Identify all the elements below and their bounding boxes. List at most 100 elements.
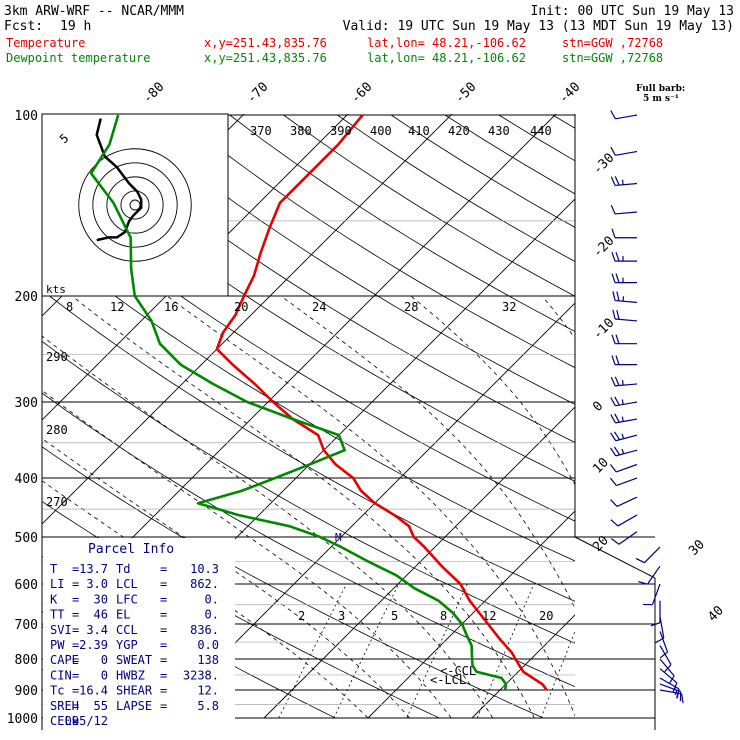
parcel-value: 2.39 [79, 638, 108, 652]
parcel-value: 0 [101, 668, 108, 682]
parcel-value: HWBZ [116, 668, 145, 682]
wind-barb-flag [616, 309, 620, 320]
xy-temperature: x,y=251.43,835.76 [204, 36, 327, 50]
parcel-value: 13.7 [79, 562, 108, 576]
parcel-value: = [160, 668, 167, 682]
station-temperature: stn=GGW ,72768 [562, 36, 664, 50]
wind-barb-flag [681, 693, 684, 704]
wind-barb-flag [610, 146, 616, 156]
theta-label: 410 [408, 124, 430, 138]
hodograph-scale-label: 16 [164, 300, 178, 314]
wind-barb-flag [615, 273, 620, 283]
moist-adiabat-line [280, 295, 575, 610]
isotherm-line [680, 114, 740, 718]
pressure-tick-label: 300 [15, 396, 38, 411]
wind-barb-flag [610, 205, 616, 215]
parcel-value: = [160, 623, 167, 637]
mixing-ratio-label: 12 [482, 609, 496, 623]
wind-barb-flag [610, 397, 616, 407]
parcel-value: 55 [94, 699, 108, 713]
wind-barb-flag [612, 309, 616, 320]
mixing-ratio-line [333, 583, 399, 719]
isotherm-label: -80 [140, 80, 167, 107]
parcel-value: LFC [116, 592, 138, 606]
ccl-marker: <-CCL [440, 664, 476, 678]
moist-adiabat-line [410, 295, 575, 486]
wind-barb-half [621, 448, 625, 454]
isotherm-line [367, 510, 575, 719]
wind-barb-flag [610, 499, 618, 507]
parcel-value: CCL [116, 623, 138, 637]
theta-label: 400 [370, 124, 392, 138]
wind-barb-staff [615, 318, 638, 322]
isotherm-label: 30 [686, 537, 708, 559]
isotherm-label: -30 [590, 151, 617, 178]
hodograph-scale-label: 28 [404, 300, 418, 314]
wind-barb-staff [615, 299, 638, 304]
theta-label: 420 [448, 124, 470, 138]
forecast-hour: 19 h [60, 19, 92, 34]
dry-adiabat-line [229, 114, 575, 333]
lcl-marker: <-LCL [430, 673, 466, 687]
moist-adiabat-line [541, 295, 575, 340]
mixing-ratio-label: 3 [338, 609, 345, 623]
wind-barb-flag [610, 414, 616, 424]
wind-barbs [609, 110, 684, 704]
wind-barb-half [621, 433, 625, 439]
parcel-value: LAPSE [116, 699, 152, 713]
station-dewpoint: stn=GGW ,72768 [562, 51, 664, 65]
parcel-value: PW [50, 638, 65, 652]
parcel-value: 836. [190, 623, 219, 637]
wind-barb-flag [610, 176, 616, 186]
wind-barb [659, 689, 684, 704]
isotherm-line [576, 114, 740, 718]
wind-barb-flag [635, 557, 645, 564]
wind-barb-flag [614, 396, 620, 406]
dewpoint-profile [89, 114, 508, 691]
parcel-value: T [50, 562, 57, 576]
parcel-value: 0. [205, 592, 219, 606]
m-marker: M [335, 531, 342, 544]
isotherm-label: -70 [244, 80, 271, 107]
parcel-value: 095/12 [65, 714, 108, 728]
parcel-value: 0. [205, 608, 219, 622]
mixing-ratio-line [278, 583, 347, 719]
isotherm-line [159, 302, 575, 719]
parcel-value: LCL [116, 577, 138, 591]
dry-adiabat-line [498, 114, 575, 162]
wind-barb [611, 273, 637, 284]
wind-barb [659, 645, 672, 673]
hodograph-scale-label: 8 [66, 300, 73, 314]
wind-barb-flag [614, 376, 620, 386]
mixing-ratio-label: 20 [539, 609, 553, 623]
parcel-box [43, 538, 235, 730]
theta-label: 270 [46, 495, 68, 509]
parcel-value: = [160, 653, 167, 667]
parcel-value: = [160, 608, 167, 622]
wind-barb [610, 496, 638, 507]
parcel-value: 0.0 [197, 638, 219, 652]
theta-label: 370 [250, 124, 272, 138]
wind-barb [659, 631, 669, 659]
pressure-tick-label: 700 [15, 618, 38, 633]
theta-label: 440 [530, 124, 552, 138]
parcel-value: = [160, 577, 167, 591]
forecast-label: Fcst: [4, 19, 44, 34]
theta-label: 430 [488, 124, 510, 138]
wind-barb-flag [611, 228, 616, 238]
wind-barb-staff [659, 631, 669, 653]
mixing-ratio-line [406, 583, 468, 719]
wind-barb-staff [617, 514, 638, 527]
parcel-value: Tc [50, 684, 64, 698]
wind-barb-flag [611, 355, 616, 365]
hodograph-scale-label: 20 [234, 300, 248, 314]
parcel-value: 138 [197, 653, 219, 667]
wind-barb [610, 176, 638, 187]
wind-barb [611, 251, 637, 262]
wind-barb [610, 431, 638, 442]
legend-dewpoint: Dewpoint temperature [6, 51, 151, 65]
parcel-value: SWEAT [116, 653, 152, 667]
wind-barb [610, 205, 638, 215]
parcel-value: SREH [50, 699, 79, 713]
wind-barb-staff [616, 496, 638, 507]
